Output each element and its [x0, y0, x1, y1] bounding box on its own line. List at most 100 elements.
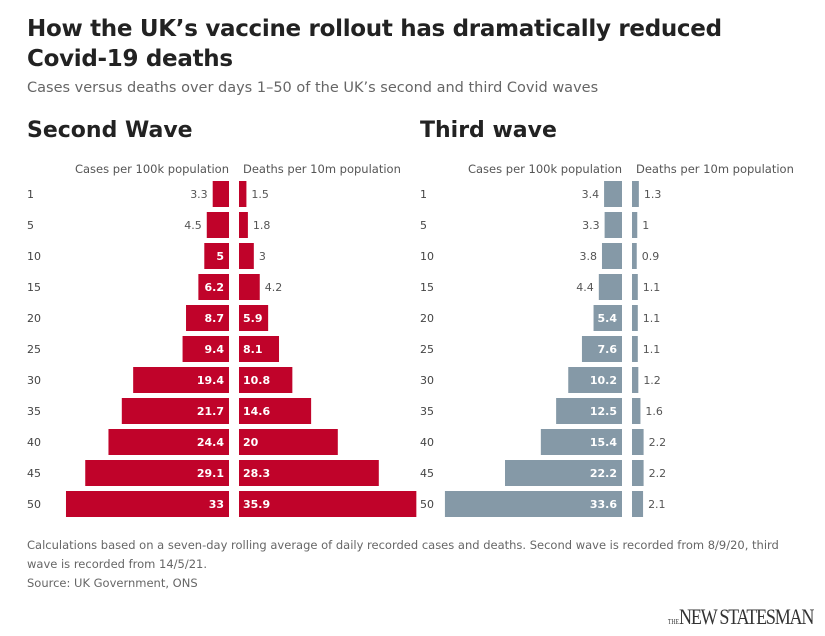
third-wave-deaths-value: 1.1: [643, 312, 661, 325]
third-wave-deaths-header: Deaths per 10m population: [636, 162, 794, 176]
second-wave-deaths-bar: [239, 336, 280, 362]
second-wave-deaths-value: 3: [259, 250, 266, 263]
second-wave-cases-bar: [133, 367, 229, 393]
second-wave-deaths-value: 4.2: [265, 281, 283, 294]
third-wave-cases-bar: [598, 274, 622, 300]
third-wave-cases-bar: [540, 429, 622, 455]
second-wave-deaths-value: 8.1: [243, 343, 263, 356]
third-wave-day-label: 5: [420, 219, 427, 232]
third-wave-cases-value: 5.4: [598, 312, 618, 325]
second-wave-deaths-bar: [239, 460, 379, 486]
second-wave-cases-bar: [108, 429, 229, 455]
second-wave-cases-bar: [198, 274, 229, 300]
second-wave-deaths-bar: [239, 181, 247, 207]
second-wave-cases-bar: [186, 305, 229, 331]
second-wave-cases-value: 6.2: [205, 281, 225, 294]
second-wave-cases-value: 4.5: [184, 219, 202, 232]
second-wave-cases-bar: [206, 212, 229, 238]
third-wave-deaths-bar: [632, 336, 638, 362]
third-wave-deaths-value: 0.9: [642, 250, 660, 263]
third-wave-day-label: 50: [420, 498, 434, 511]
third-wave-day-label: 15: [420, 281, 434, 294]
chart-subtitle: Cases versus deaths over days 1–50 of th…: [27, 80, 599, 96]
third-wave-cases-bar: [505, 460, 622, 486]
second-wave-deaths-bar: [239, 367, 293, 393]
third-wave-cases-value: 4.4: [576, 281, 594, 294]
third-wave-day-label: 40: [420, 436, 434, 449]
second-wave-cases-value: 8.7: [205, 312, 225, 325]
second-wave-deaths-header: Deaths per 10m population: [243, 162, 401, 176]
third-wave-cases-bar: [556, 398, 622, 424]
second-wave-day-label: 1: [27, 188, 34, 201]
third-wave-day-label: 10: [420, 250, 434, 263]
second-wave-day-label: 5: [27, 219, 34, 232]
chart-title: How the UK’s vaccine rollout has dramati…: [27, 16, 722, 72]
second-wave-cases-value: 24.4: [197, 436, 224, 449]
third-wave-cases-value: 22.2: [590, 467, 617, 480]
third-wave-cases-bar: [593, 305, 622, 331]
second-wave-deaths-bar: [239, 305, 269, 331]
third-wave-cases-value: 7.6: [598, 343, 618, 356]
third-wave-deaths-value: 1.2: [643, 374, 661, 387]
source-text: Source: UK Government, ONS: [27, 576, 198, 590]
third-wave-cases-bar: [444, 491, 622, 517]
second-wave-deaths-value: 1.5: [251, 188, 269, 201]
second-wave-deaths-bar: [239, 274, 260, 300]
second-wave-cases-bar: [212, 181, 229, 207]
second-wave-deaths-bar: [239, 429, 338, 455]
third-wave-day-label: 45: [420, 467, 434, 480]
third-wave-deaths-value: 1: [642, 219, 649, 232]
third-wave-title: Third wave: [420, 118, 557, 143]
third-wave-cases-value: 33.6: [590, 498, 617, 511]
third-wave-cases-value: 10.2: [590, 374, 617, 387]
third-wave-cases-bar: [604, 181, 622, 207]
third-wave-cases-value: 3.4: [582, 188, 600, 201]
second-wave-cases-value: 9.4: [205, 343, 225, 356]
second-wave-title: Second Wave: [27, 118, 193, 143]
third-wave-deaths-bar: [632, 305, 638, 331]
third-wave-deaths-value: 2.2: [649, 436, 667, 449]
third-wave-deaths-value: 1.1: [643, 343, 661, 356]
second-wave-deaths-value: 35.9: [243, 498, 270, 511]
third-wave-cases-header: Cases per 100k population: [468, 162, 622, 176]
third-wave-deaths-bar: [632, 367, 639, 393]
third-wave-day-label: 1: [420, 188, 427, 201]
third-wave-deaths-value: 1.1: [643, 281, 661, 294]
third-wave-deaths-bar: [632, 274, 638, 300]
third-wave-deaths-bar: [632, 243, 637, 269]
third-wave-cases-value: 3.3: [582, 219, 600, 232]
third-wave-cases-bar: [568, 367, 622, 393]
second-wave-deaths-bar: [239, 491, 417, 517]
second-wave-deaths-bar: [239, 243, 254, 269]
third-wave-day-label: 30: [420, 374, 434, 387]
second-wave-cases-value: 33: [209, 498, 224, 511]
second-wave-deaths-bar: [239, 212, 248, 238]
second-wave-deaths-value: 1.8: [253, 219, 271, 232]
second-wave-day-label: 45: [27, 467, 41, 480]
second-wave-deaths-value: 28.3: [243, 467, 270, 480]
second-wave-cases-bar: [121, 398, 229, 424]
second-wave-deaths-value: 5.9: [243, 312, 263, 325]
third-wave-cases-bar: [601, 243, 622, 269]
third-wave-cases-value: 15.4: [590, 436, 617, 449]
third-wave-deaths-value: 2.1: [648, 498, 666, 511]
second-wave-cases-value: 21.7: [197, 405, 224, 418]
third-wave-deaths-value: 2.2: [649, 467, 667, 480]
footnotes: Calculations based on a seven-day rollin…: [27, 536, 797, 593]
third-wave-deaths-value: 1.3: [644, 188, 662, 201]
second-wave-deaths-bar: [239, 398, 312, 424]
third-wave-cases-bar: [581, 336, 622, 362]
second-wave-day-label: 25: [27, 343, 41, 356]
third-wave-cases-value: 3.8: [579, 250, 597, 263]
second-wave-deaths-value: 14.6: [243, 405, 270, 418]
second-wave-cases-bar: [85, 460, 229, 486]
third-wave-deaths-value: 1.6: [645, 405, 663, 418]
second-wave-deaths-value: 20: [243, 436, 259, 449]
second-wave-cases-value: 29.1: [197, 467, 224, 480]
new-statesman-logo: THENEW STATESMAN: [667, 604, 814, 629]
second-wave-day-label: 30: [27, 374, 41, 387]
third-wave-deaths-bar: [632, 181, 639, 207]
third-wave-deaths-bar: [632, 460, 644, 486]
third-wave-cases-value: 12.5: [590, 405, 617, 418]
